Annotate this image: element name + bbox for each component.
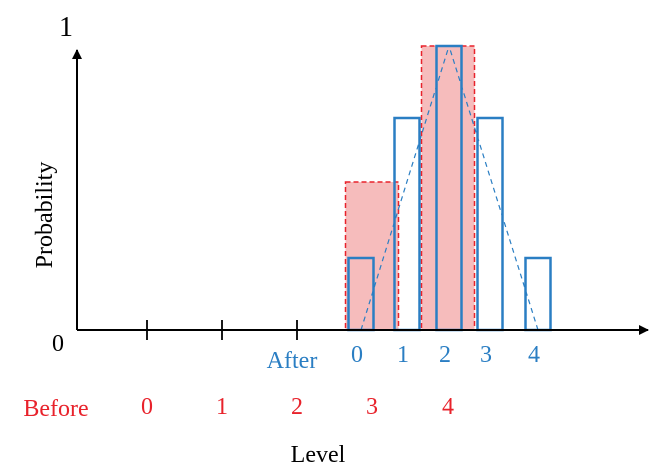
before-tick-label: 1 xyxy=(216,394,228,420)
before-bars xyxy=(344,45,476,331)
y-top-label: 1 xyxy=(59,12,73,43)
before-row-label: Before xyxy=(23,396,88,422)
before-tick-labels: 0 1 2 3 4 xyxy=(141,394,454,420)
after-bar xyxy=(476,116,504,332)
after-row-label: After xyxy=(267,348,318,374)
before-tick-label: 2 xyxy=(291,394,303,420)
after-tick-label: 4 xyxy=(528,342,540,368)
after-tick-label: 3 xyxy=(480,342,492,368)
after-tick-label: 0 xyxy=(351,342,363,368)
after-tick-labels: 0 1 2 3 4 xyxy=(351,342,540,368)
x-axis-title: Level xyxy=(291,442,346,466)
after-tick-label: 1 xyxy=(397,342,409,368)
y-origin-label: 0 xyxy=(52,331,64,357)
before-tick-label: 3 xyxy=(366,394,378,420)
after-trend-line xyxy=(448,45,539,331)
after-trend-lines xyxy=(360,45,539,331)
y-axis-title: Probability xyxy=(32,162,58,269)
before-bar xyxy=(420,45,476,331)
after-bar xyxy=(524,256,552,332)
before-tick-label: 4 xyxy=(442,394,454,420)
before-tick-label: 0 xyxy=(141,394,153,420)
before-bar xyxy=(344,181,400,331)
after-tick-label: 2 xyxy=(439,342,451,368)
after-trend-line xyxy=(360,45,450,331)
x-axis-ticks xyxy=(146,320,298,340)
